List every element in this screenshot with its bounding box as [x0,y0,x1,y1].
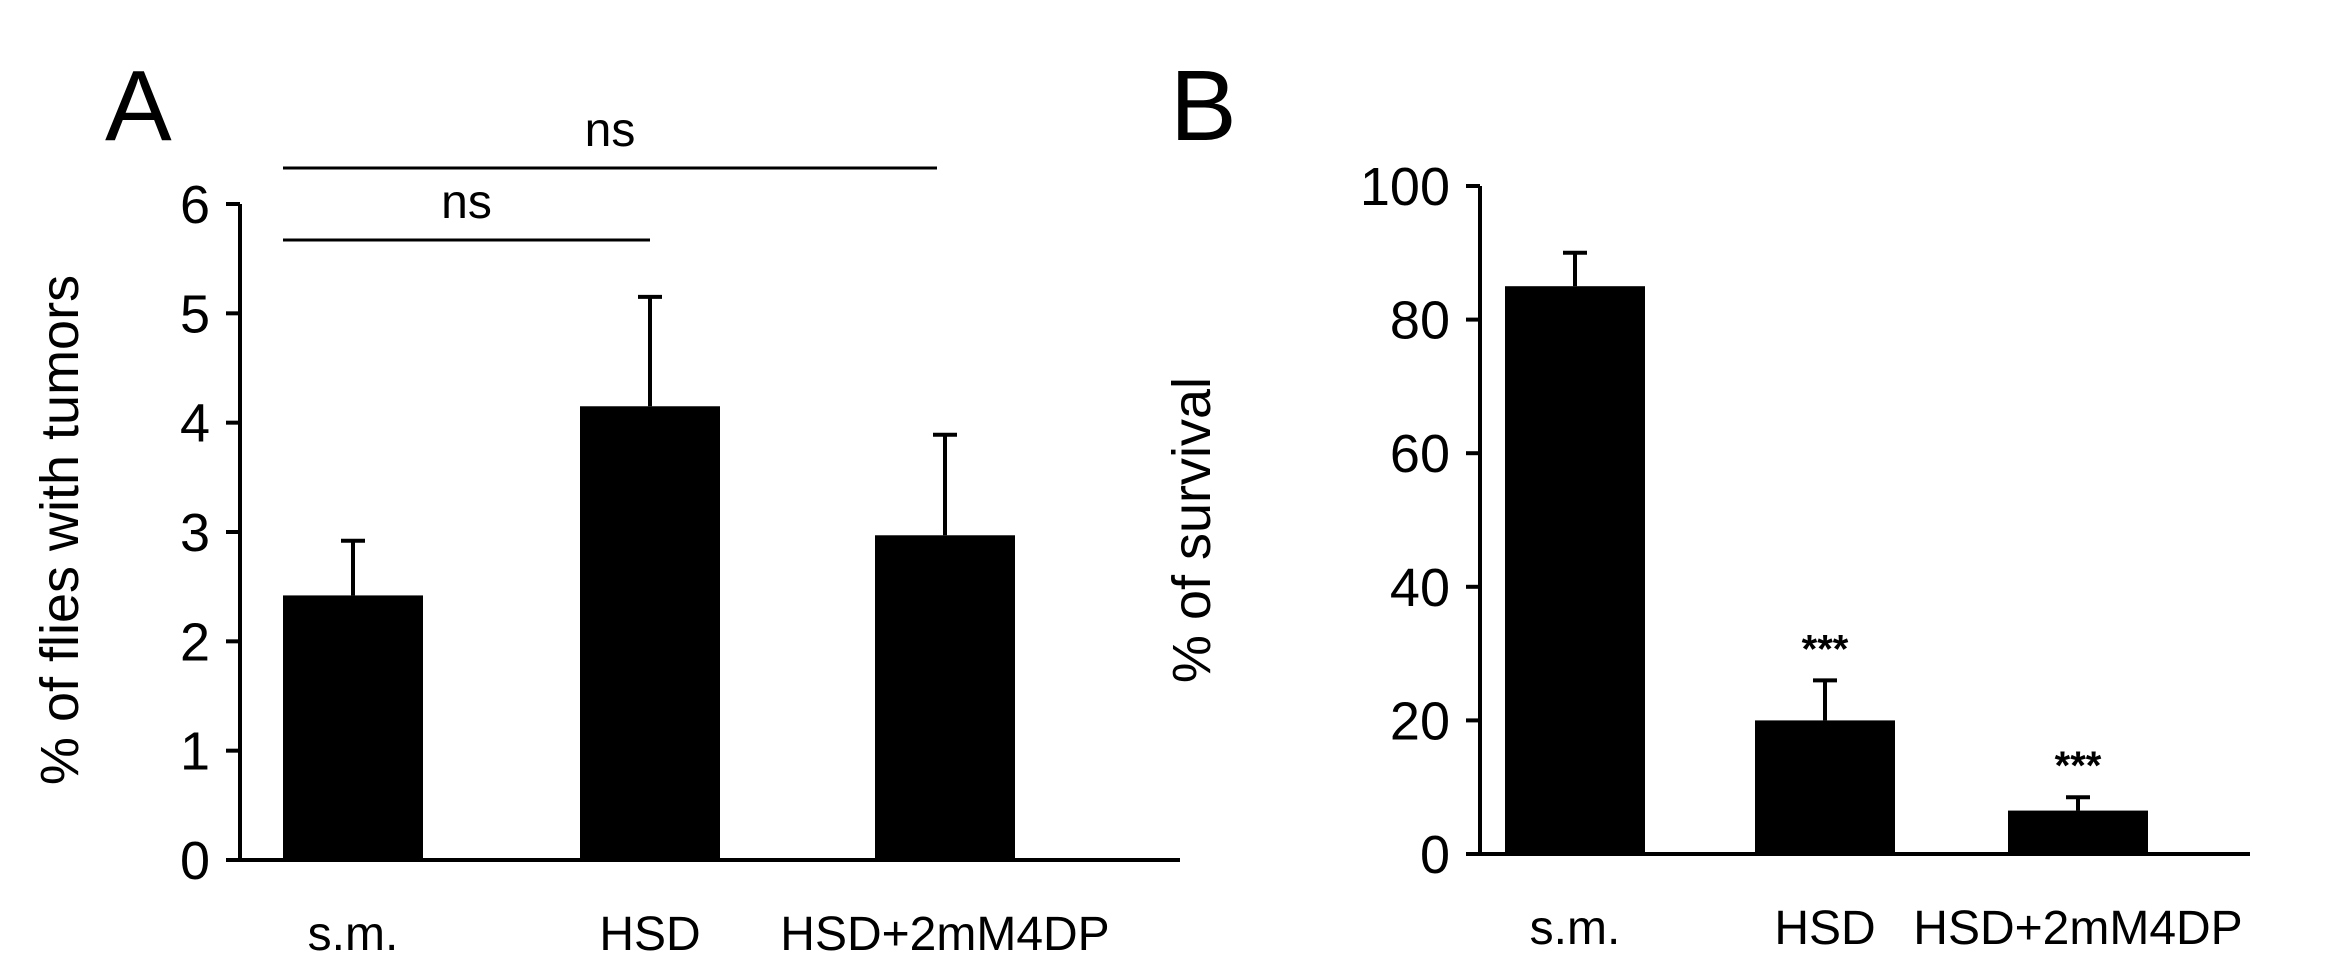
significance-stars: *** [2055,744,2102,788]
bar [283,595,423,860]
y-axis-title: % of flies with tumors [30,275,90,785]
significance-stars: *** [1802,627,1849,671]
y-tick-label: 5 [180,284,210,344]
x-category-label: HSD+2mM4DP [1913,902,2242,955]
y-tick-label: 60 [1390,424,1450,484]
x-category-label: HSD+2mM4DP [780,908,1109,961]
bar [2008,810,2148,854]
chart-panel-b: B 0 20 40 60 80 100 % of survival s.m. HSD *** HSD+… [1162,50,2250,955]
y-tick-label: 4 [180,394,210,454]
x-category-label: s.m. [308,908,399,961]
bar [1755,720,1895,854]
y-tick-label: 6 [180,175,210,235]
y-tick-label: 0 [1420,825,1450,885]
x-category-label: HSD [599,908,700,961]
x-category-label: s.m. [1530,902,1621,955]
y-tick-label: 1 [180,722,210,782]
x-category-label: HSD [1774,902,1875,955]
bar [875,535,1015,860]
y-tick-label: 100 [1360,157,1450,217]
y-tick-label: 40 [1390,558,1450,618]
y-axis-title: % of survival [1162,377,1222,683]
y-tick-label: 3 [180,503,210,563]
chart-panel-a: A 0 1 2 3 4 5 6 % of flies with tumors s.m. HSD HSD… [30,50,1180,961]
significance-label: ns [585,104,636,157]
significance-label: ns [441,176,492,229]
panel-letter: B [1170,50,1237,162]
y-tick-label: 0 [180,831,210,891]
panel-letter: A [105,50,172,162]
y-tick-label: 80 [1390,291,1450,351]
y-tick-label: 2 [180,612,210,672]
bar [580,406,720,860]
y-tick-label: 20 [1390,691,1450,751]
bar [1505,286,1645,854]
